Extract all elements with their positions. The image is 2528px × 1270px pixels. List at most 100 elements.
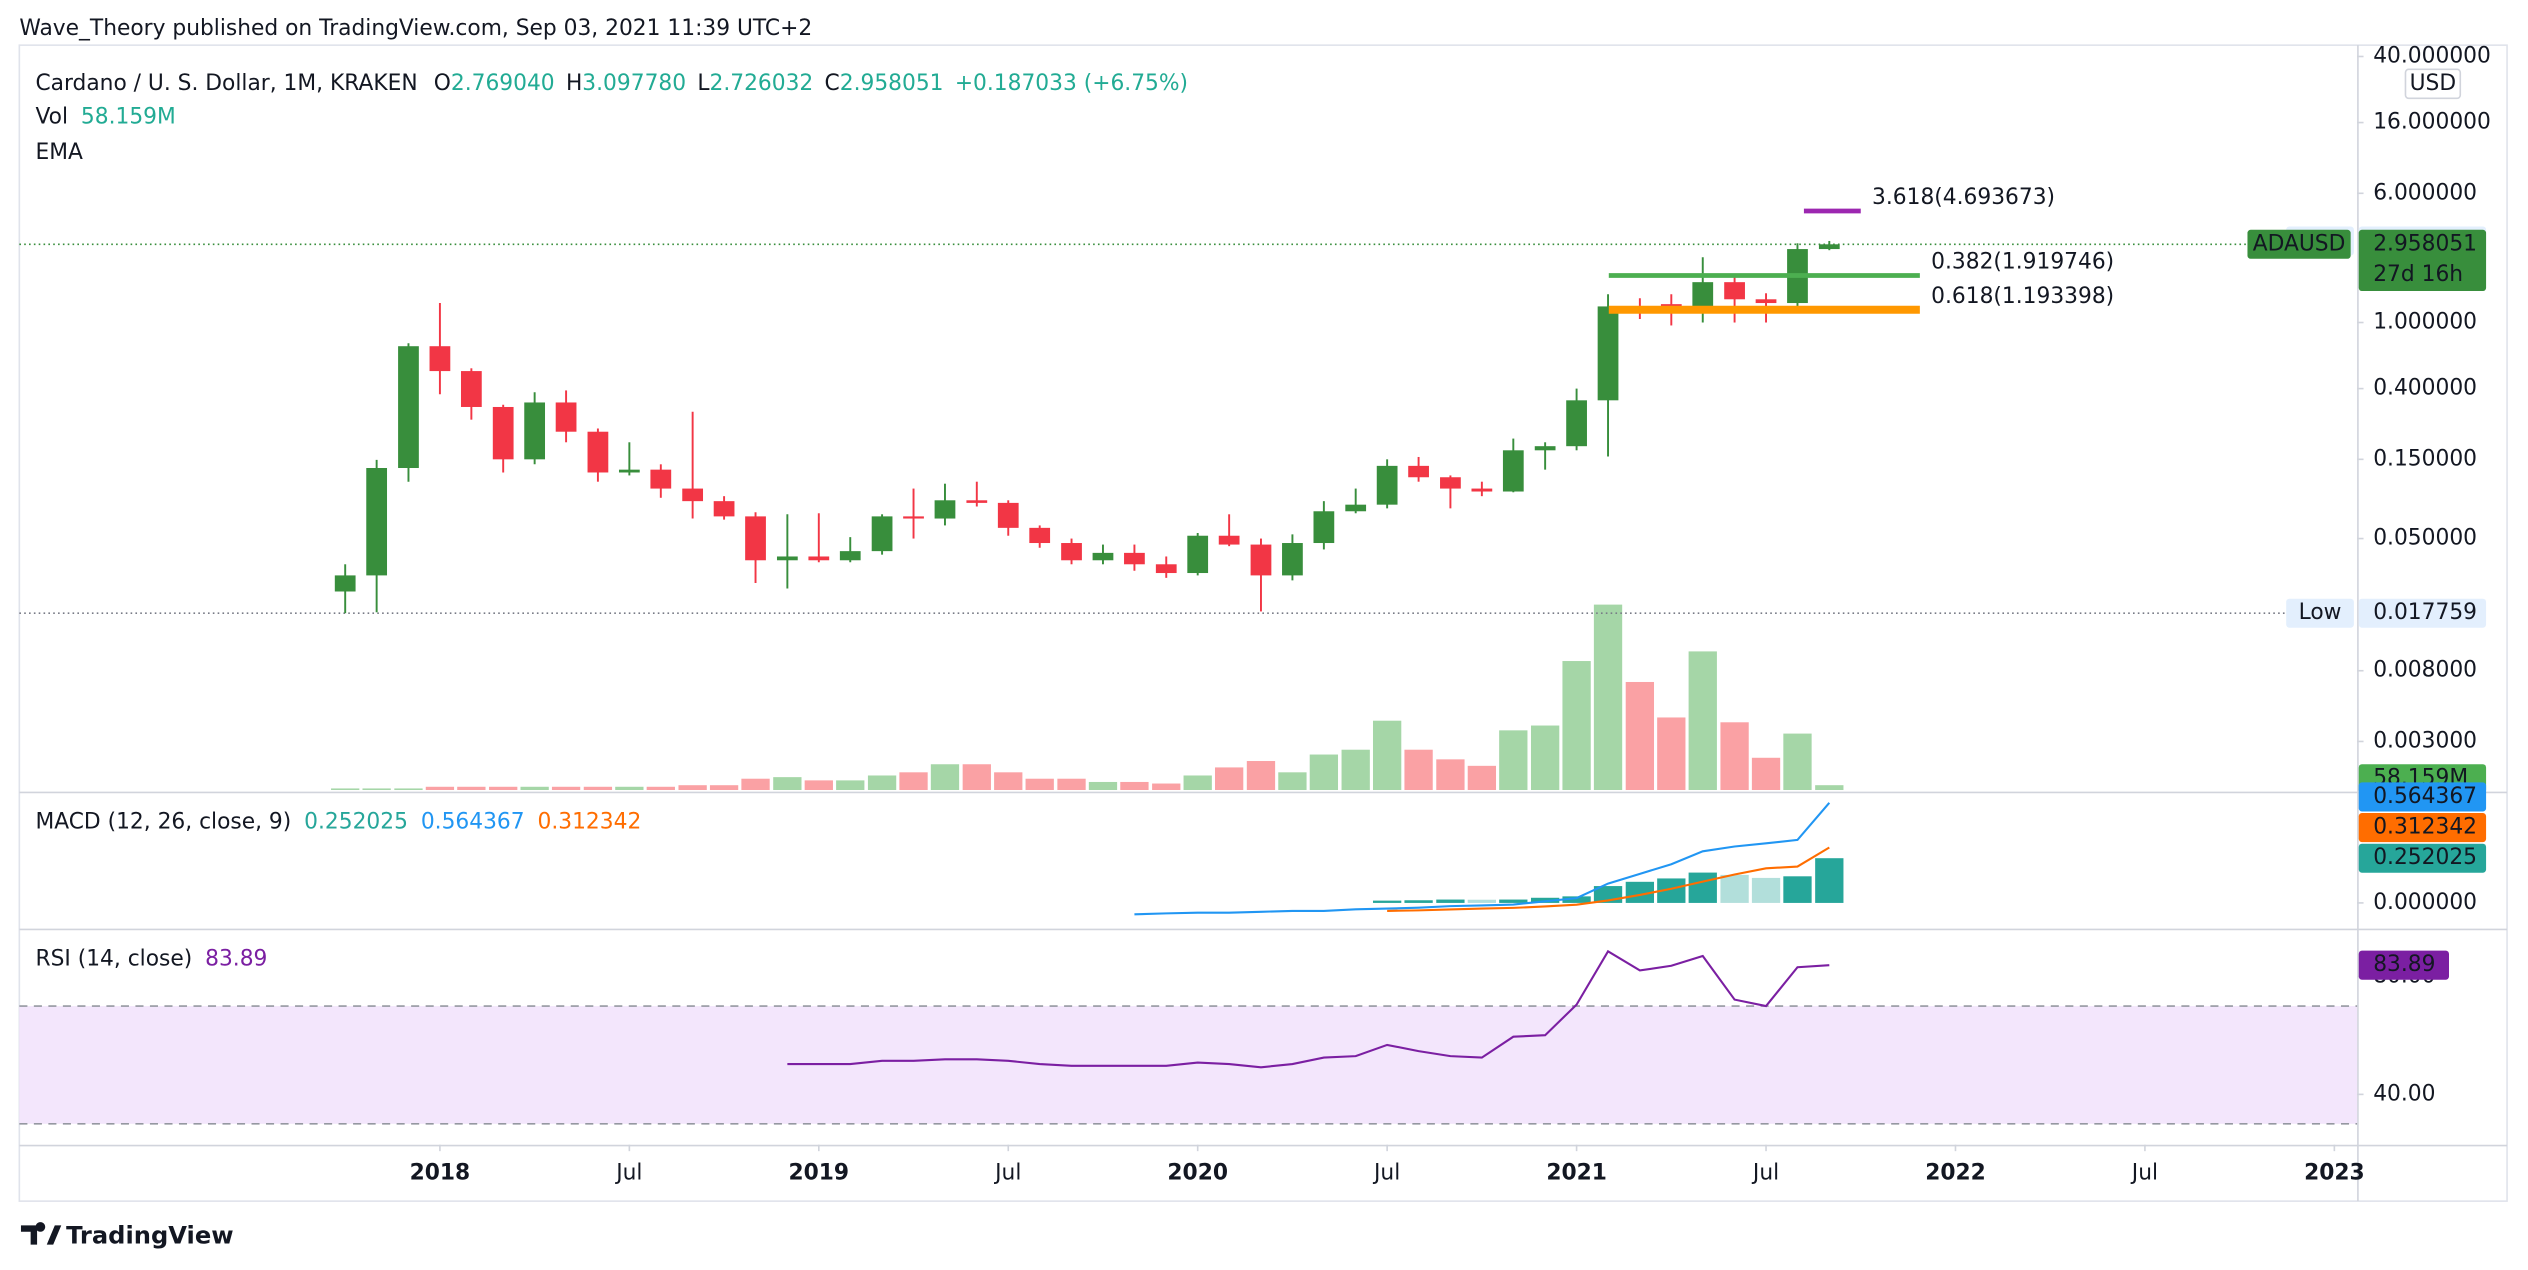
rsi-line <box>787 949 1830 1069</box>
legend-value: 3.097780 <box>582 71 686 96</box>
volume-bar <box>1467 765 1497 791</box>
candle-body <box>776 556 798 561</box>
candle-body <box>366 468 388 576</box>
volume-bar <box>867 775 897 791</box>
volume-bar <box>1088 781 1118 791</box>
candle-body <box>839 551 861 561</box>
candle-body <box>398 346 419 469</box>
volume-bar <box>551 786 581 791</box>
currency-label: USD <box>2410 71 2456 96</box>
volume-bar <box>1309 754 1339 791</box>
volume-bar <box>615 786 644 791</box>
candle-body <box>1376 465 1398 505</box>
macd-histogram-bar <box>1436 899 1465 903</box>
last-value-box <box>2358 229 2487 292</box>
candle-body <box>1124 552 1145 565</box>
price-tick-label: 0.050000 <box>2373 526 2477 551</box>
candle-body <box>1155 564 1177 574</box>
rsi-band <box>19 1006 2358 1124</box>
macd-legend: MACD (12, 26, close, 9) 0.252025 0.564367 0… <box>35 809 641 834</box>
volume-bar <box>1436 759 1465 791</box>
macd-histogram-bar <box>1688 872 1717 903</box>
candle-body <box>1408 465 1429 478</box>
candle-body <box>1282 543 1303 576</box>
last-name: ADAUSD <box>2253 231 2346 256</box>
low-value-box <box>2358 598 2487 628</box>
price-tick-label: 6.000000 <box>2373 180 2477 205</box>
volume-bar <box>1183 775 1212 791</box>
fib-label: 3.618(4.693673) <box>1872 185 2055 210</box>
candle-body <box>903 516 924 519</box>
volume-bar <box>1025 778 1054 791</box>
legend-value: 58.159M <box>81 105 176 130</box>
candle-body <box>1250 544 1272 576</box>
macd-value: 0.564367 <box>421 809 525 834</box>
macd-value-box <box>2358 782 2487 812</box>
candle-body <box>1061 543 1082 561</box>
candle-body <box>1218 535 1240 545</box>
candle-body <box>492 406 514 460</box>
volume-bar <box>1057 778 1086 791</box>
candle-body <box>460 371 482 407</box>
rsi-title: RSI (14, close) <box>35 946 192 971</box>
volume-bar <box>1120 781 1149 791</box>
macd-histogram-bar <box>1404 900 1433 903</box>
macd-histogram-bar <box>1562 896 1591 903</box>
volume-bar <box>899 772 928 791</box>
candle-body <box>682 488 704 502</box>
price-tick-label: 0.008000 <box>2373 658 2477 683</box>
macd-value-box <box>2358 813 2487 843</box>
rsi-axis-value: 83.89 <box>2373 952 2435 977</box>
macd-line <box>1387 846 1830 912</box>
candle-body <box>1818 244 1840 250</box>
legend-key: L <box>697 71 709 96</box>
candle-body <box>1597 306 1619 401</box>
legend-key: O <box>434 71 451 96</box>
candle-body <box>1092 552 1114 561</box>
volume-bar <box>331 788 360 791</box>
volume-bar <box>1783 733 1812 791</box>
volume-bar <box>646 786 675 791</box>
time-tick-label: 2019 <box>789 1161 850 1186</box>
candle-body <box>1755 299 1777 304</box>
time-tick-label: Jul <box>1751 1161 1779 1186</box>
volume-bar <box>1404 749 1433 791</box>
volume-bar <box>962 764 991 791</box>
volume-bar <box>1815 785 1844 791</box>
volume-bar <box>1246 761 1276 791</box>
macd-hist-value: 0.252025 <box>304 809 408 834</box>
legend-value: 2.958051 <box>840 71 944 96</box>
candle-body <box>618 469 640 473</box>
legend-line: Cardano / U. S. Dollar, 1M, KRAKEN O2.769… <box>35 71 1188 96</box>
currency-box <box>2404 68 2462 100</box>
time-tick-label: 2020 <box>1167 1161 1228 1186</box>
publisher-line: Wave_Theory published on TradingView.com… <box>19 16 812 41</box>
volume-bar <box>1372 720 1402 791</box>
rsi-value-box <box>2358 950 2449 980</box>
time-tick-label: Jul <box>1372 1161 1400 1186</box>
volume-bar <box>1341 749 1370 791</box>
volume-bar <box>1214 767 1244 791</box>
volume-bar <box>457 786 486 791</box>
time-tick-label: Jul <box>614 1161 642 1186</box>
chart-frame <box>18 44 2508 1202</box>
candle-body <box>555 402 577 432</box>
low-name: Low <box>2299 600 2342 625</box>
footer-brand: TradingView <box>66 1222 233 1250</box>
price-tick-label: 0.400000 <box>2373 376 2477 401</box>
volume-bar <box>836 780 865 791</box>
candle-body <box>1187 535 1209 574</box>
legend-value: 2.769040 <box>451 71 555 96</box>
candle-body <box>1471 488 1493 492</box>
volume-bar <box>520 786 549 791</box>
candle-body <box>1440 477 1461 489</box>
legend-ema: EMA <box>35 140 83 165</box>
price-tick-label: 16.000000 <box>2373 110 2491 135</box>
macd-histogram-bar <box>1751 877 1781 903</box>
candle-body <box>1724 282 1745 300</box>
candle-body <box>1534 446 1556 451</box>
candle-body <box>713 501 735 517</box>
macd-axis-value: 0.564367 <box>2373 784 2477 809</box>
volume-bar <box>1688 651 1717 791</box>
candle-body <box>1566 400 1587 447</box>
